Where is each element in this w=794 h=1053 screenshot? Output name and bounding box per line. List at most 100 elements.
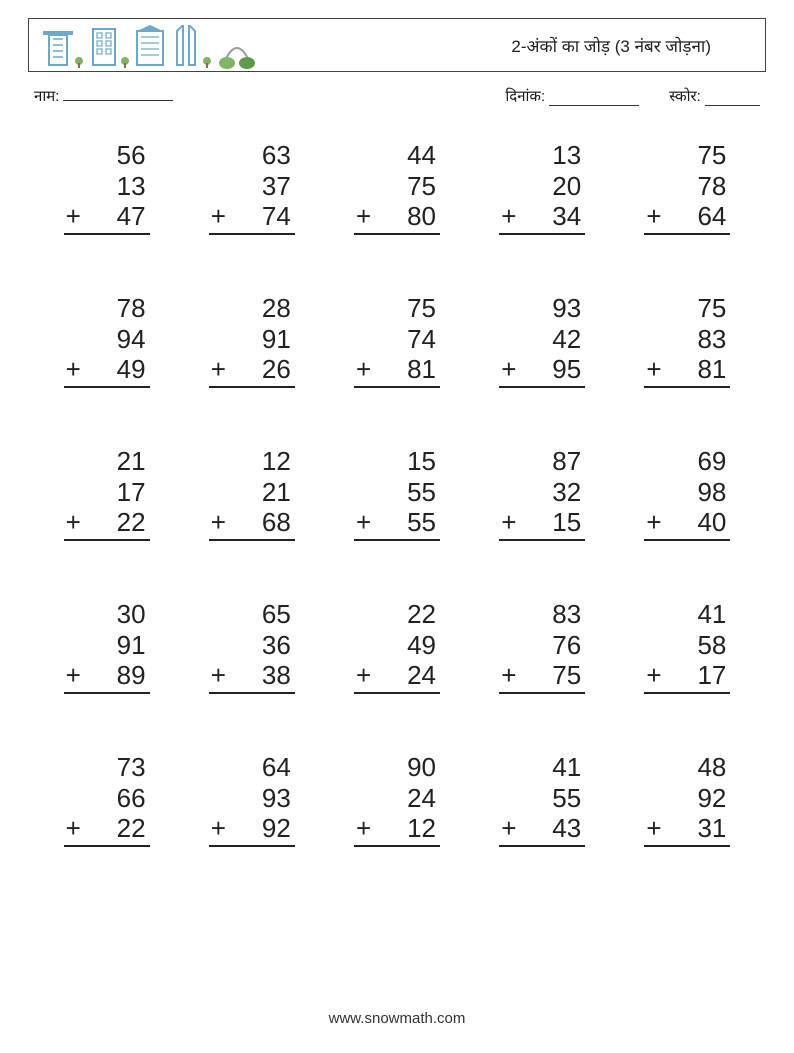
- addend-2: 91: [117, 630, 150, 661]
- addend-1: 28: [262, 293, 295, 324]
- operator-line: +31: [644, 813, 730, 847]
- addend-3: 26: [262, 354, 295, 385]
- addend-3: 81: [407, 354, 440, 385]
- addend-1: 75: [697, 140, 730, 171]
- addend-3: 95: [552, 354, 585, 385]
- addend-2: 93: [262, 783, 295, 814]
- addend-3: 81: [697, 354, 730, 385]
- addend-1: 87: [552, 446, 585, 477]
- addend-2: 94: [117, 324, 150, 355]
- addend-1: 41: [552, 752, 585, 783]
- addend-3: 38: [262, 660, 295, 691]
- operator: +: [354, 660, 371, 691]
- addend-2: 24: [407, 783, 440, 814]
- operator: +: [499, 507, 516, 538]
- worksheet-title: 2-अंकों का जोड़ (3 नंबर जोड़ना): [511, 34, 711, 57]
- operator-line: +43: [499, 813, 585, 847]
- operator: +: [644, 507, 661, 538]
- problem: 6337+74: [209, 140, 295, 235]
- operator: +: [209, 507, 226, 538]
- addend-3: 22: [117, 507, 150, 538]
- operator: +: [644, 354, 661, 385]
- name-blank[interactable]: [63, 86, 173, 101]
- operator: +: [499, 813, 516, 844]
- operator-line: +34: [499, 201, 585, 235]
- addend-1: 75: [407, 293, 440, 324]
- addend-2: 20: [552, 171, 585, 202]
- addend-1: 75: [697, 293, 730, 324]
- operator: +: [64, 354, 81, 385]
- addend-1: 44: [407, 140, 440, 171]
- addend-2: 17: [117, 477, 150, 508]
- operator-line: +80: [354, 201, 440, 235]
- addend-1: 65: [262, 599, 295, 630]
- operator: +: [354, 201, 371, 232]
- problem: 6493+92: [209, 752, 295, 847]
- addend-2: 76: [552, 630, 585, 661]
- operator: +: [644, 660, 661, 691]
- addend-3: 22: [117, 813, 150, 844]
- problem: 5613+47: [64, 140, 150, 235]
- operator-line: +68: [209, 507, 295, 541]
- operator-line: +64: [644, 201, 730, 235]
- operator-line: +95: [499, 354, 585, 388]
- operator: +: [354, 507, 371, 538]
- name-label: नाम:: [34, 86, 59, 106]
- operator: +: [209, 813, 226, 844]
- problem: 2891+26: [209, 293, 295, 388]
- score-label: स्कोर:: [669, 88, 701, 105]
- addend-1: 22: [407, 599, 440, 630]
- addend-3: 55: [407, 507, 440, 538]
- operator: +: [499, 660, 516, 691]
- addend-2: 78: [697, 171, 730, 202]
- addend-1: 69: [697, 446, 730, 477]
- addend-1: 56: [117, 140, 150, 171]
- addend-3: 75: [552, 660, 585, 691]
- problem: 6536+38: [209, 599, 295, 694]
- addend-3: 74: [262, 201, 295, 232]
- operator: +: [64, 507, 81, 538]
- problem: 4892+31: [644, 752, 730, 847]
- operator: +: [499, 201, 516, 232]
- addend-3: 47: [117, 201, 150, 232]
- operator-line: +12: [354, 813, 440, 847]
- addend-1: 93: [552, 293, 585, 324]
- date-blank[interactable]: [549, 91, 639, 106]
- score-blank[interactable]: [705, 91, 760, 106]
- addend-2: 55: [552, 783, 585, 814]
- operator-line: +92: [209, 813, 295, 847]
- addend-3: 34: [552, 201, 585, 232]
- problem: 9024+12: [354, 752, 440, 847]
- operator: +: [209, 354, 226, 385]
- operator: +: [644, 201, 661, 232]
- operator-line: +15: [499, 507, 585, 541]
- operator: +: [644, 813, 661, 844]
- problem: 7578+64: [644, 140, 730, 235]
- operator: +: [209, 201, 226, 232]
- addend-1: 12: [262, 446, 295, 477]
- operator: +: [64, 201, 81, 232]
- addend-2: 37: [262, 171, 295, 202]
- operator-line: +22: [64, 813, 150, 847]
- problem: 9342+95: [499, 293, 585, 388]
- addend-2: 92: [697, 783, 730, 814]
- addend-2: 74: [407, 324, 440, 355]
- addend-1: 73: [117, 752, 150, 783]
- header-icons: [43, 17, 273, 73]
- addend-2: 32: [552, 477, 585, 508]
- addend-3: 12: [407, 813, 440, 844]
- problem: 4155+43: [499, 752, 585, 847]
- addend-1: 13: [552, 140, 585, 171]
- addend-2: 21: [262, 477, 295, 508]
- addend-2: 42: [552, 324, 585, 355]
- addend-2: 55: [407, 477, 440, 508]
- problem: 2117+22: [64, 446, 150, 541]
- operator-line: +55: [354, 507, 440, 541]
- addend-3: 68: [262, 507, 295, 538]
- operator-line: +26: [209, 354, 295, 388]
- problem: 7894+49: [64, 293, 150, 388]
- operator: +: [354, 354, 371, 385]
- addend-1: 64: [262, 752, 295, 783]
- addend-1: 78: [117, 293, 150, 324]
- problem: 7583+81: [644, 293, 730, 388]
